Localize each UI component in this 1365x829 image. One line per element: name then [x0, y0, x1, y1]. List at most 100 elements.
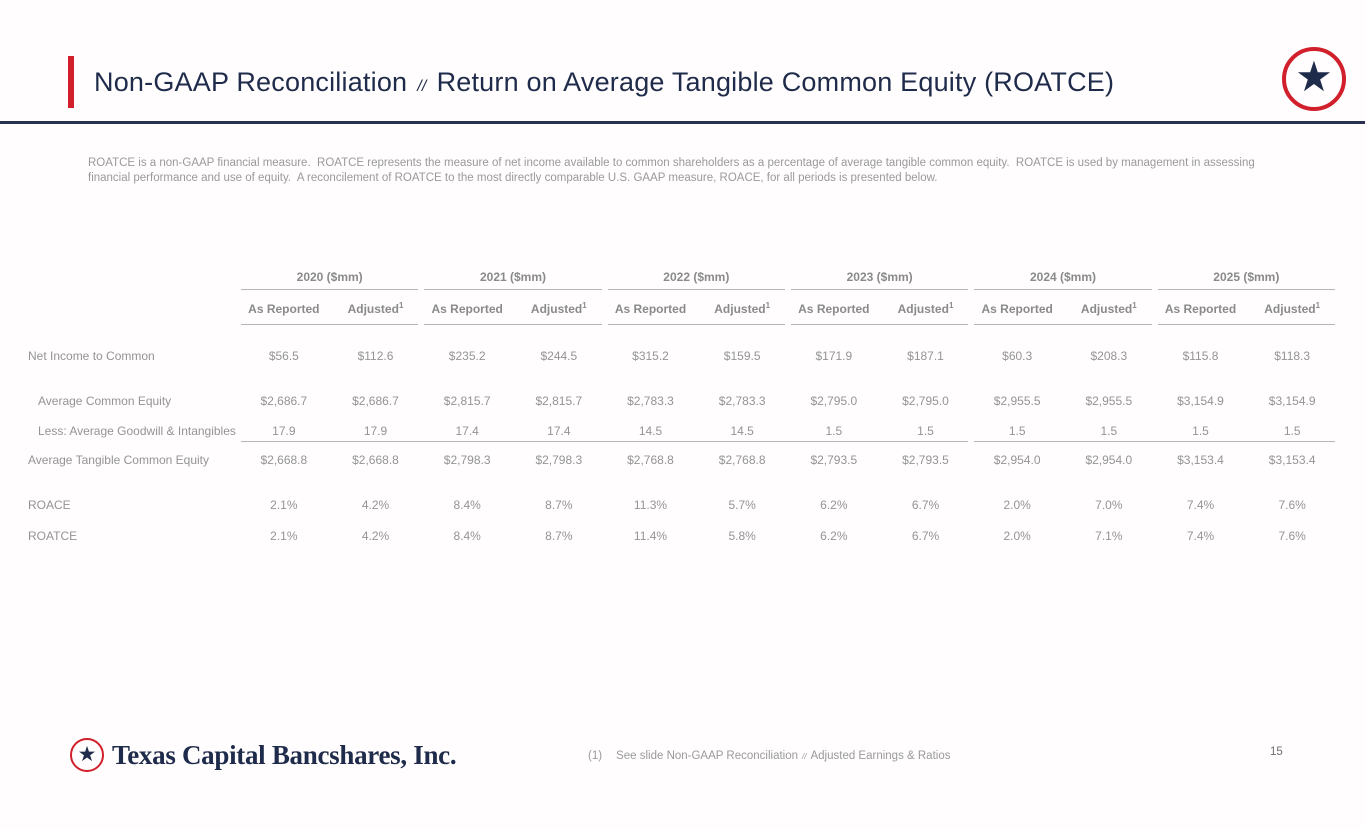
table-cell: $3,153.4	[1268, 453, 1316, 467]
year-header: 2025 ($mm)	[1157, 270, 1335, 290]
table-cell: $2,668.8	[260, 453, 308, 467]
title-part1: Non-GAAP Reconciliation	[94, 66, 408, 97]
subheader-adjusted-label: Adjusted	[1080, 302, 1133, 316]
footnote-ref: 1	[948, 301, 954, 310]
reconciliation-table: 2020 ($mm) 2021 ($mm) 2022 ($mm) 2023 ($…	[28, 270, 1338, 545]
table-cell: 8.4%	[453, 529, 481, 543]
subheader-as-reported: As Reported	[431, 302, 503, 316]
table-cell: $244.5	[540, 349, 578, 363]
page-title: Non-GAAP Reconciliation // Return on Avera…	[94, 67, 1114, 98]
company-wordmark: Texas Capital Bancshares, Inc.	[112, 739, 457, 770]
row-label: ROACE	[28, 498, 71, 512]
footnote: (1) See slide Non-GAAP Reconciliation//Ad…	[588, 750, 950, 762]
subheader-adjusted-label: Adjusted	[1264, 302, 1316, 316]
title-part2: Return on Average Tangible Common Equity…	[436, 66, 1115, 97]
year-header-row: 2020 ($mm) 2021 ($mm) 2022 ($mm) 2023 ($…	[28, 270, 1338, 290]
table-row-avg-tangible-common-equity: Average Tangible Common Equity $2,668.8 …	[28, 451, 1338, 469]
table-cell: 1.5	[1100, 424, 1118, 438]
divider	[241, 324, 419, 325]
footnote-separator: //	[802, 752, 807, 761]
subheader-adjusted: Adjusted1	[330, 290, 422, 317]
table-cell: 7.6%	[1278, 498, 1306, 512]
table-cell: $3,153.4	[1177, 453, 1224, 467]
table-cell: $2,783.3	[718, 394, 766, 408]
table-cell: 7.1%	[1095, 529, 1123, 543]
row-label: Average Tangible Common Equity	[28, 453, 209, 467]
table-row-avg-common-equity: Average Common Equity $2,686.7 $2,686.7 …	[28, 392, 1338, 410]
subheader-adjusted: Adjusted1	[880, 290, 972, 317]
title-accent-bar	[68, 56, 74, 108]
subheader-adjusted-label: Adjusted	[347, 302, 399, 316]
subheader-adjusted: Adjusted1	[1246, 290, 1338, 317]
table-cell: 8.7%	[545, 498, 573, 512]
table-row-roace: ROACE 2.1% 4.2% 8.4% 8.7% 11.3% 5.7% 6.2…	[28, 496, 1338, 514]
row-label: Net Income to Common	[28, 349, 155, 363]
table-cell: 6.7%	[911, 498, 940, 512]
divider	[607, 324, 785, 325]
table-cell: 17.4	[455, 424, 479, 438]
subheader-as-reported: As Reported	[981, 302, 1053, 316]
table-cell: $235.2	[448, 349, 486, 363]
subtotal-divider-row	[28, 441, 1338, 442]
table-cell: 2.0%	[1003, 529, 1031, 543]
subheader-as-reported: As Reported	[614, 302, 687, 316]
subheader-adjusted-label: Adjusted	[714, 302, 766, 316]
title-separator: //	[417, 77, 427, 95]
subheader-adjusted-label: Adjusted	[530, 302, 583, 316]
footnote-ref: 1	[398, 301, 404, 310]
table-cell: 11.3%	[633, 498, 668, 512]
footnote-ref: 1	[1132, 301, 1137, 310]
table-cell: $2,955.5	[993, 394, 1041, 408]
table-cell: $2,768.8	[718, 453, 766, 467]
divider	[974, 441, 1335, 442]
year-header: 2021 ($mm)	[424, 270, 602, 290]
footer-company-logo: ★ Texas Capital Bancshares, Inc.	[70, 738, 457, 772]
table-cell: $56.5	[268, 349, 299, 363]
table-cell: 8.4%	[453, 498, 481, 512]
table-cell: 7.6%	[1278, 529, 1306, 543]
subheader-as-reported: As Reported	[248, 302, 320, 316]
footnote-text-after: Adjusted Earnings & Ratios	[810, 750, 951, 762]
footnote-ref: (1)	[588, 750, 603, 762]
table-cell: $2,686.7	[352, 394, 399, 408]
table-cell: 1.5	[1283, 424, 1301, 438]
intro-paragraph: ROATCE is a non-GAAP financial measure. …	[88, 157, 1258, 184]
table-cell: 4.2%	[361, 498, 390, 512]
table-cell: 7.4%	[1186, 529, 1215, 543]
table-cell: 2.0%	[1003, 498, 1031, 512]
table-cell: $3,154.9	[1268, 394, 1316, 408]
table-cell: 2.1%	[270, 529, 298, 543]
table-row-net-income: Net Income to Common $56.5 $112.6 $235.2…	[28, 347, 1338, 365]
table-cell: 14.5	[730, 424, 754, 438]
table-cell: 17.4	[547, 424, 571, 438]
table-cell: $2,955.5	[1085, 394, 1133, 408]
subheader-adjusted: Adjusted1	[513, 290, 605, 317]
subheader-as-reported: As Reported	[1164, 302, 1237, 316]
year-header: 2023 ($mm)	[790, 270, 969, 290]
table-cell: 5.8%	[728, 529, 756, 543]
table-cell: 6.7%	[911, 529, 940, 543]
table-cell: $208.3	[1090, 349, 1128, 363]
table-cell: 1.5	[825, 424, 843, 438]
subheader-divider-row	[28, 324, 1338, 325]
table-cell: $2,815.7	[443, 394, 491, 408]
table-cell: 6.2%	[820, 498, 848, 512]
table-cell: $2,954.0	[1085, 453, 1133, 467]
page-number: 15	[1270, 746, 1283, 758]
table-cell: $171.9	[815, 349, 853, 363]
table-cell: $2,768.8	[627, 453, 674, 467]
table-cell: 8.7%	[545, 529, 573, 543]
row-label: Less: Average Goodwill & Intangibles	[38, 424, 236, 438]
subheader-adjusted: Adjusted1	[696, 290, 788, 317]
table-cell: 6.2%	[820, 529, 848, 543]
header-divider	[0, 121, 1365, 124]
table-cell: 17.9	[363, 424, 388, 438]
subheader-as-reported: As Reported	[798, 302, 870, 316]
table-cell: 1.5	[1192, 424, 1209, 438]
table-cell: $118.3	[1274, 349, 1311, 363]
table-cell: $159.5	[723, 349, 761, 363]
row-label: ROATCE	[28, 529, 78, 543]
table-cell: 11.4%	[633, 529, 668, 543]
table-cell: $2,954.0	[993, 453, 1041, 467]
